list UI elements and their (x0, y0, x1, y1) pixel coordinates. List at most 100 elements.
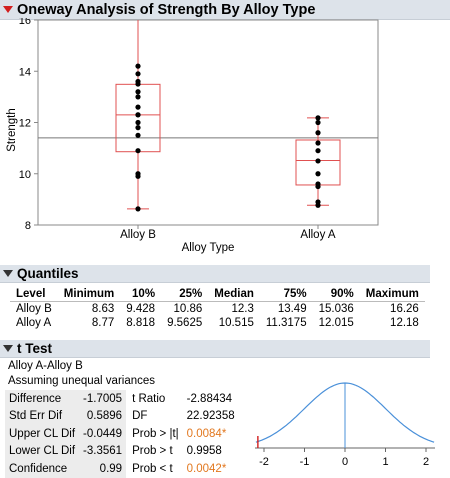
ttest-value: -0.0449 (79, 425, 127, 443)
quantiles-cell: 9.428 (126, 303, 156, 315)
data-point (135, 63, 141, 69)
ttest-value: 0.99 (79, 460, 127, 478)
data-point (315, 181, 321, 187)
y-tick-label: 10 (19, 169, 31, 181)
quantiles-cell: 13.49 (277, 303, 307, 315)
data-points (135, 63, 321, 212)
data-point (315, 115, 321, 121)
y-tick-label: 12 (19, 118, 31, 130)
ttest-label: Difference (5, 390, 80, 408)
ttest-title: t Test (17, 341, 53, 356)
ttest-value: -1.7005 (79, 390, 127, 408)
report-header[interactable]: Oneway Analysis of Strength By Alloy Typ… (0, 0, 450, 20)
table-row: Lower CL Dif -3.3561 Prob > t 0.9958 (5, 442, 239, 460)
data-point (135, 104, 141, 110)
table-row: Alloy B 8.63 9.428 10.86 12.3 13.49 15.036 16.2… (10, 302, 425, 317)
dist-tick-label: 0 (342, 456, 348, 468)
quantiles-col-header: 25% (161, 287, 209, 302)
ttest-label: Std Err Dif (5, 407, 80, 425)
quantiles-cell: 8.77 (91, 317, 115, 329)
quantiles-cell: 8.818 (126, 317, 156, 329)
data-point (135, 125, 141, 131)
data-point (135, 148, 141, 154)
y-tick-label: 8 (25, 220, 31, 232)
quantiles-cell: 16.26 (390, 303, 419, 315)
dist-tick-label: 2 (423, 456, 429, 468)
quantiles-header[interactable]: Quantiles (0, 265, 430, 283)
data-point (315, 140, 321, 146)
y-tick-label: 16 (19, 18, 31, 27)
dist-ticks: -2 -1 0 1 2 (259, 448, 429, 468)
quantiles-col-header: Level (10, 287, 58, 302)
ttest-label: Lower CL Dif (5, 442, 80, 460)
quantiles-cell: 12.3 (231, 303, 254, 315)
ttest-stat-label: DF (132, 410, 148, 423)
y-axis-label: Strength (6, 108, 18, 151)
quantiles-col-header: 75% (259, 287, 313, 302)
ttest-comparison: Alloy A-Alloy B (8, 360, 83, 372)
quantiles-title: Quantiles (17, 266, 79, 281)
quantiles-cell: Alloy B (16, 303, 52, 315)
y-axis-ticks: 16 14 12 10 8 (19, 18, 38, 232)
quantiles-cell: 9.5625 (167, 317, 203, 329)
data-point (135, 78, 141, 85)
quantiles-cell: 12.015 (318, 317, 354, 329)
ttest-stat-value: -2.88434 (186, 392, 233, 405)
ttest-stat-value: 0.0084* (186, 427, 227, 440)
quantiles-cell: 12.18 (390, 317, 419, 329)
ttest-header[interactable]: t Test (0, 340, 430, 358)
data-point (135, 71, 141, 77)
table-row: Std Err Dif 0.5896 DF 22.92358 (5, 407, 239, 425)
data-point (135, 119, 141, 126)
ttest-stat-value: 0.9958 (186, 445, 222, 458)
table-row: Alloy A 8.77 8.818 9.5625 10.515 11.3175 12.01… (10, 316, 425, 330)
ttest-stat-value: 0.0042* (186, 462, 227, 475)
x-axis-ticks: Alloy B Alloy A (120, 225, 336, 241)
dist-tick-label: 1 (382, 456, 388, 468)
quantiles-cell: 8.63 (91, 303, 115, 315)
disclosure-red-triangle-icon[interactable] (3, 6, 13, 13)
quantiles-cell: 11.3175 (265, 317, 307, 329)
ttest-table: Difference -1.7005 t Ratio -2.88434 Std Err … (5, 390, 239, 478)
quantiles-cell: 10.86 (173, 303, 203, 315)
plot-frame (37, 19, 379, 226)
disclosure-triangle-icon[interactable] (3, 270, 13, 277)
ttest-assumption: Assuming unequal variances (8, 375, 156, 387)
x-tick-label: Alloy A (300, 229, 335, 241)
ttest-label: Confidence (5, 460, 80, 478)
data-point (135, 112, 141, 118)
data-point (315, 199, 321, 205)
data-point (135, 94, 141, 100)
table-row: Upper CL Dif -0.0449 Prob > |t| 0.0084* (5, 425, 239, 443)
x-tick-label: Alloy B (120, 229, 156, 241)
data-point (135, 132, 141, 138)
ttest-stat-label: Prob > |t| (132, 427, 179, 440)
quantiles-cell: 15.036 (318, 303, 354, 315)
report-title: Oneway Analysis of Strength By Alloy Typ… (17, 1, 316, 18)
data-point (315, 119, 321, 126)
ttest-stat-label: t Ratio (132, 392, 166, 405)
ttest-stat-label: Prob > t (132, 445, 173, 458)
table-row: Confidence 0.99 Prob < t 0.0042* (5, 460, 239, 478)
data-point (135, 171, 141, 177)
data-point (315, 171, 321, 177)
y-tick-label: 14 (19, 66, 31, 78)
data-point (135, 206, 141, 212)
ttest-stat-value: 22.92358 (186, 410, 235, 423)
quantiles-table: Level Minimum 10% 25% Median 75% 90% Maximum Al… (10, 287, 425, 330)
dist-tick-label: -2 (259, 456, 269, 468)
dist-tick-label: -1 (300, 456, 310, 468)
ttest-label: Upper CL Dif (5, 425, 80, 443)
disclosure-triangle-icon[interactable] (3, 345, 13, 352)
ttest-stat-label: Prob < t (132, 462, 173, 475)
ttest-value: 0.5896 (79, 407, 127, 425)
data-point (315, 130, 321, 136)
quantiles-col-header: 10% (120, 287, 162, 302)
quantiles-col-header: Minimum (57, 287, 121, 302)
quantiles-col-header: Median (208, 287, 260, 302)
table-row: Difference -1.7005 t Ratio -2.88434 (5, 390, 239, 408)
x-axis-label: Alloy Type (182, 242, 235, 254)
quantiles-cell: Alloy A (16, 317, 52, 329)
quantiles-col-header: Maximum (359, 287, 425, 302)
data-point (315, 148, 321, 154)
